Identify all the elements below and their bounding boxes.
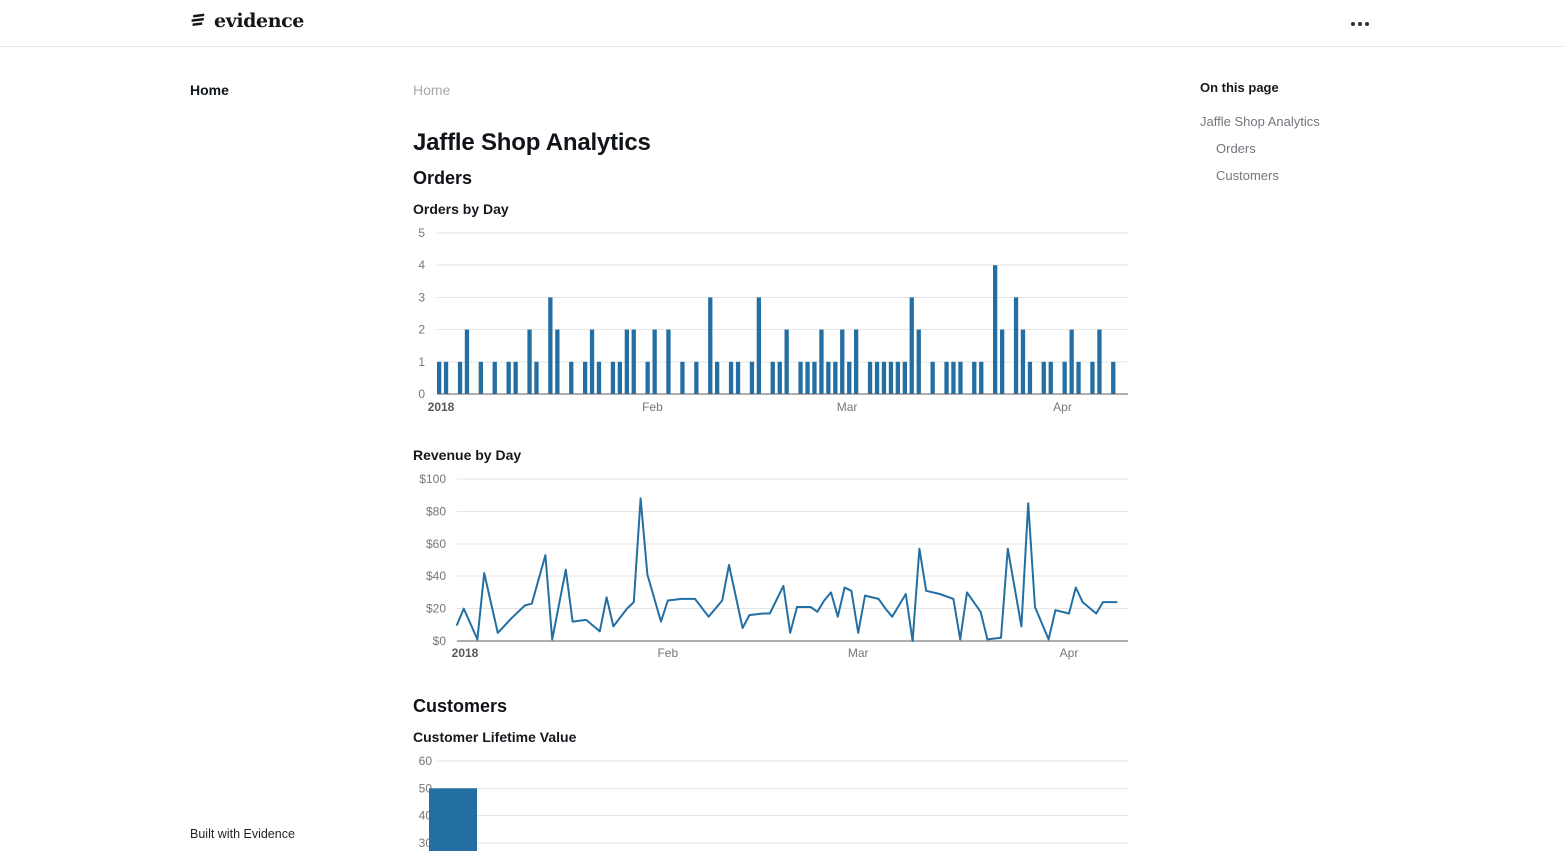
evidence-logo-text: evidence xyxy=(214,10,304,32)
orders-by-day-chart: 5 4 3 2 1 0 2018 Feb Mar Apr xyxy=(413,226,1128,415)
svg-text:5: 5 xyxy=(418,226,425,240)
toc-link-jaffle-shop-analytics[interactable]: Jaffle Shop Analytics xyxy=(1200,114,1320,129)
svg-text:1: 1 xyxy=(418,355,425,369)
svg-text:4: 4 xyxy=(418,258,425,272)
svg-text:$20: $20 xyxy=(426,602,446,616)
kebab-dot xyxy=(1351,22,1355,26)
svg-text:30: 30 xyxy=(419,836,433,850)
svg-text:Mar: Mar xyxy=(848,646,869,660)
section-heading-orders: Orders xyxy=(413,168,473,188)
svg-text:Apr: Apr xyxy=(1053,400,1072,414)
svg-text:2: 2 xyxy=(418,323,425,337)
kebab-dot xyxy=(1365,22,1369,26)
evidence-logo[interactable]: evidence xyxy=(190,10,304,32)
orders-by-day-chart-title: Orders by Day xyxy=(413,201,509,217)
svg-text:Apr: Apr xyxy=(1060,646,1079,660)
on-this-page-panel: On this page Jaffle Shop Analytics Order… xyxy=(1200,80,1420,195)
svg-text:$80: $80 xyxy=(426,504,446,518)
svg-text:Feb: Feb xyxy=(657,646,678,660)
svg-text:50: 50 xyxy=(419,781,433,795)
toc-link-orders[interactable]: Orders xyxy=(1216,141,1256,156)
on-this-page-title: On this page xyxy=(1200,80,1279,95)
toc-link-customers[interactable]: Customers xyxy=(1216,168,1279,183)
svg-text:40: 40 xyxy=(419,809,433,823)
svg-text:$100: $100 xyxy=(419,472,446,486)
svg-text:Mar: Mar xyxy=(837,400,858,414)
kebab-dot xyxy=(1358,22,1362,26)
svg-text:0: 0 xyxy=(418,387,425,401)
svg-text:$40: $40 xyxy=(426,569,446,583)
overflow-menu-button[interactable] xyxy=(1347,14,1373,34)
svg-text:2018: 2018 xyxy=(452,646,479,660)
sidebar-item-home[interactable]: Home xyxy=(190,82,229,98)
svg-text:Feb: Feb xyxy=(642,400,663,414)
svg-text:$60: $60 xyxy=(426,537,446,551)
evidence-logo-icon xyxy=(190,11,207,32)
page-title: Jaffle Shop Analytics xyxy=(413,129,651,156)
top-header: evidence xyxy=(0,0,1564,47)
built-with-evidence-label: Built with Evidence xyxy=(190,827,295,841)
revenue-by-day-chart-title: Revenue by Day xyxy=(413,447,522,463)
customer-lifetime-value-chart: 60 50 40 30 xyxy=(413,750,1128,851)
svg-text:$0: $0 xyxy=(433,634,447,648)
customer-lifetime-value-chart-title: Customer Lifetime Value xyxy=(413,729,577,745)
breadcrumb[interactable]: Home xyxy=(413,82,451,98)
svg-text:3: 3 xyxy=(418,290,425,304)
svg-text:2018: 2018 xyxy=(428,400,455,414)
section-heading-customers: Customers xyxy=(413,696,508,716)
svg-text:60: 60 xyxy=(419,754,433,768)
revenue-by-day-chart: $0 $20 $40 $60 $80 $100 2018 Feb Mar Apr xyxy=(413,470,1128,665)
